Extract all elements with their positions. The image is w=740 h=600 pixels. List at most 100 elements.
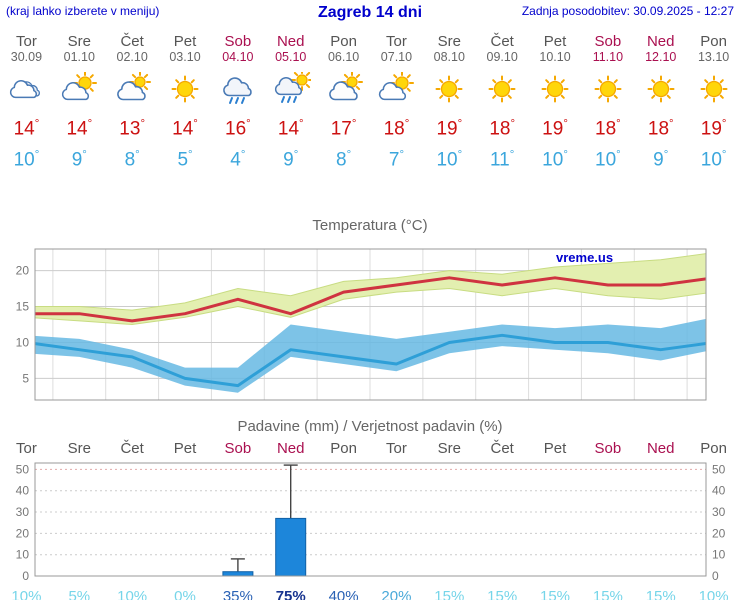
- degree-symbol: °: [457, 118, 463, 130]
- day-date: 05.10: [275, 50, 307, 64]
- svg-text:15: 15: [16, 299, 30, 313]
- svg-text:30: 30: [712, 505, 726, 519]
- day-column[interactable]: Sob 11.10 18° 10°: [581, 34, 634, 173]
- day-name: Pon: [700, 33, 727, 50]
- degree-symbol: °: [246, 118, 251, 130]
- degree-symbol: °: [510, 118, 516, 130]
- precipitation-chart-title: Padavine (mm) / Verjetnost padavin (%): [237, 417, 503, 435]
- svg-text:40: 40: [16, 483, 30, 497]
- precip-probability: 40%: [328, 587, 359, 600]
- degree-symbol: °: [82, 149, 87, 162]
- day-column[interactable]: Čet 09.10 18° 11°: [476, 34, 529, 173]
- precip-probability: 20%: [381, 587, 412, 600]
- precip-bar: [222, 570, 254, 577]
- precip-probability: 15%: [592, 587, 623, 600]
- degree-symbol: °: [721, 149, 727, 162]
- min-temperature: 10°: [595, 149, 621, 171]
- day-column[interactable]: Tor 07.10 18° 7°: [370, 34, 423, 173]
- day-name: Pet: [173, 33, 197, 50]
- last-update-text: Zadnja posodobitev: 30.09.2025 - 12:27: [521, 4, 734, 18]
- day-column[interactable]: Pon 06.10 17° 8°: [317, 34, 370, 173]
- precip-day-label: Pet: [543, 439, 567, 457]
- precip-probability: 15%: [645, 587, 676, 600]
- degree-symbol: °: [457, 149, 463, 162]
- svg-text:50: 50: [16, 462, 30, 476]
- precip-day-label: Pet: [173, 439, 197, 457]
- precip-day-label: Sre: [437, 439, 461, 457]
- weather-icon-partly: [370, 72, 423, 106]
- min-temperature: 10°: [700, 149, 727, 171]
- day-name: Ned: [276, 33, 305, 50]
- degree-symbol: °: [34, 118, 40, 130]
- day-date: 10.10: [539, 50, 571, 64]
- max-temperature: 14°: [66, 118, 93, 140]
- day-name: Tor: [16, 33, 37, 50]
- svg-text:10: 10: [712, 547, 726, 561]
- precip-day-label: Ned: [646, 439, 675, 457]
- page-header: (kraj lahko izberete v meniju) Zagreb 14…: [0, 0, 740, 22]
- day-column[interactable]: Pon 13.10 19° 10°: [687, 34, 740, 173]
- max-temperature: 16°: [225, 118, 251, 140]
- degree-symbol: °: [669, 118, 674, 130]
- min-temperature: 10°: [13, 149, 40, 171]
- degree-symbol: °: [351, 118, 357, 130]
- svg-text:20: 20: [16, 263, 30, 277]
- max-temperature: 18°: [595, 118, 621, 140]
- precip-probability: 15%: [487, 587, 518, 600]
- svg-text:40: 40: [712, 483, 726, 497]
- day-column[interactable]: Sob 04.10 16° 4°: [211, 34, 264, 173]
- weather-icon-mostly: [317, 72, 370, 106]
- weather-icon-rain: [211, 72, 264, 106]
- svg-text:20: 20: [712, 526, 726, 540]
- precip-day-labels-row: Tor Sre Čet Pet Sob Ned Pon Tor Sre Čet Pet Sob Ned P…: [0, 440, 740, 458]
- degree-symbol: °: [399, 149, 405, 162]
- weather-icon-mostly: [106, 72, 159, 106]
- day-column[interactable]: Ned 12.10 18° 9°: [634, 34, 687, 173]
- min-temperature: 4°: [230, 149, 246, 171]
- day-date: 02.10: [116, 50, 148, 64]
- min-temperature: 9°: [71, 149, 87, 171]
- weather-icon-sunny: [634, 72, 687, 106]
- day-date: 11.10: [592, 50, 624, 64]
- min-temperature: 7°: [388, 149, 405, 171]
- day-date: 08.10: [433, 50, 465, 64]
- degree-symbol: °: [299, 118, 304, 130]
- degree-symbol: °: [721, 118, 727, 130]
- precipitation-chart: 0 0 10 10 20 20 30 30 40 40 50 50: [16, 462, 726, 583]
- day-column[interactable]: Pet 03.10 14° 5°: [159, 34, 212, 173]
- max-temperature: 19°: [542, 118, 568, 140]
- day-column[interactable]: Sre 01.10 14° 9°: [53, 34, 106, 173]
- precip-probability-row: 10% 5% 10% 0% 35% 75% 40% 20% 15% 15% 15% 15% 15% 10%: [0, 588, 740, 600]
- max-temperature: 18°: [489, 118, 516, 140]
- min-temperature: 8°: [124, 149, 140, 171]
- day-name: Sob: [224, 33, 252, 50]
- min-temperature: 10°: [436, 149, 463, 171]
- degree-symbol: °: [346, 149, 352, 162]
- max-temperature: 18°: [383, 118, 410, 140]
- forecast-day-strip: Tor 30.09 14° 10° Sre 01.10 14° 9° Čet 02.10 13…: [0, 34, 740, 173]
- svg-text:10: 10: [16, 335, 30, 349]
- day-column[interactable]: Tor 30.09 14° 10°: [0, 34, 53, 173]
- svg-text:10: 10: [16, 547, 30, 561]
- degree-symbol: °: [193, 118, 198, 130]
- day-name: Čet: [490, 33, 514, 50]
- day-column[interactable]: Pet 10.10 19° 10°: [529, 34, 582, 173]
- precip-day-label: Čet: [490, 439, 514, 457]
- precip-day-label: Čet: [120, 439, 144, 457]
- min-temperature: 8°: [336, 149, 352, 171]
- precip-day-label: Pon: [330, 439, 357, 457]
- day-column[interactable]: Sre 08.10 19° 10°: [423, 34, 476, 173]
- day-date: 13.10: [697, 50, 730, 64]
- weather-icon-sunny: [529, 72, 582, 106]
- precip-probability: 10%: [117, 587, 148, 600]
- day-column[interactable]: Ned 05.10 14° 9°: [264, 34, 317, 173]
- max-temperature: 18°: [647, 118, 674, 140]
- precip-probability: 75%: [275, 587, 306, 600]
- day-date: 07.10: [380, 50, 413, 64]
- max-temperature: 19°: [436, 118, 463, 140]
- degree-symbol: °: [616, 118, 621, 130]
- day-column[interactable]: Čet 02.10 13° 8°: [106, 34, 159, 173]
- weather-icon-rain-sun: [264, 72, 317, 106]
- weather-icon-sunny: [476, 72, 529, 106]
